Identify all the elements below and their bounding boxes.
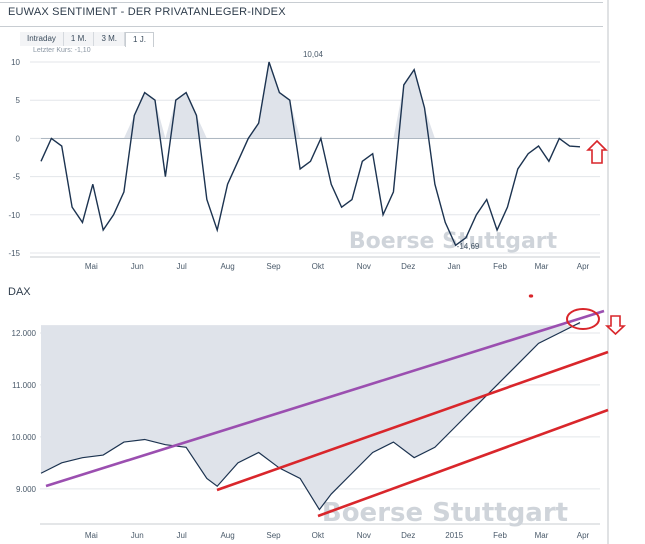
sentiment-title: EUWAX SENTIMENT - DER PRIVATANLEGER-INDE… xyxy=(8,6,286,18)
sentiment-y-tick: -5 xyxy=(13,173,21,182)
dax-x-tick: Apr xyxy=(577,531,590,540)
right-divider xyxy=(607,0,609,544)
dax-marker-dot xyxy=(528,294,534,298)
sentiment-x-tick: Mar xyxy=(535,262,549,271)
sentiment-y-tick: -15 xyxy=(8,249,20,258)
dax-watermark: Boerse Stuttgart xyxy=(322,498,568,528)
top-border xyxy=(0,2,603,3)
sentiment-up-arrow-icon xyxy=(586,139,608,164)
title-border xyxy=(0,26,603,27)
tab-3-months[interactable]: 3 M. xyxy=(94,32,126,46)
dax-x-tick: Nov xyxy=(357,531,371,540)
dax-x-tick: 2015 xyxy=(445,531,463,540)
sentiment-x-tick: Jan xyxy=(448,262,461,271)
sentiment-x-tick: Apr xyxy=(577,262,590,271)
sentiment-peak-label: 10,04 xyxy=(303,50,324,59)
dax-y-tick: 11.000 xyxy=(12,381,36,390)
dax-x-tick: Dez xyxy=(401,531,415,540)
dax-y-tick: 12.000 xyxy=(12,329,37,338)
dax-area-fill xyxy=(41,322,580,510)
sentiment-y-tick: 5 xyxy=(16,96,21,105)
dax-highlight-circle xyxy=(566,308,600,330)
dax-upper-trendline xyxy=(45,309,605,488)
last-price-label: Letzter Kurs: -1,10 xyxy=(33,47,91,54)
dax-x-tick: Sep xyxy=(266,531,281,540)
dax-lower-trendline xyxy=(317,408,609,518)
sentiment-y-tick: 10 xyxy=(11,58,20,67)
sentiment-x-tick: Mai xyxy=(85,262,98,271)
sentiment-x-tick: Aug xyxy=(220,262,234,271)
dax-x-tick: Feb xyxy=(493,531,507,540)
sentiment-y-tick: -10 xyxy=(8,211,20,220)
dax-x-tick: Okt xyxy=(312,531,325,540)
sentiment-x-tick: Nov xyxy=(357,262,371,271)
dax-x-tick: Jul xyxy=(177,531,187,540)
tab-1-month[interactable]: 1 M. xyxy=(63,32,95,46)
sentiment-x-tick: Okt xyxy=(312,262,325,271)
sentiment-series-line xyxy=(40,61,581,247)
sentiment-gridlines xyxy=(30,61,600,254)
dax-y-tick: 9.000 xyxy=(16,485,37,494)
tab-1-year[interactable]: 1 J. xyxy=(125,32,154,47)
dax-title: DAX xyxy=(8,286,31,298)
sentiment-x-tick: Jun xyxy=(131,262,144,271)
dax-y-tick: 10.000 xyxy=(12,433,37,442)
sentiment-trough-label: -14,69 xyxy=(457,242,480,251)
timeframe-tabs: Intraday 1 M. 3 M. 1 J. xyxy=(20,32,154,47)
tab-intraday[interactable]: Intraday xyxy=(20,32,64,46)
sentiment-x-tick: Dez xyxy=(401,262,415,271)
sentiment-x-tick: Jul xyxy=(177,262,187,271)
dax-down-arrow-icon xyxy=(604,315,627,336)
sentiment-y-tick: 0 xyxy=(16,134,21,143)
sentiment-x-tick: Feb xyxy=(493,262,507,271)
dax-x-tick: Mar xyxy=(535,531,549,540)
sentiment-positive-fill xyxy=(41,62,580,139)
dax-middle-trendline xyxy=(216,350,609,492)
dax-x-tick: Jun xyxy=(131,531,144,540)
dax-x-tick: Aug xyxy=(220,531,234,540)
dax-x-tick: Mai xyxy=(85,531,98,540)
sentiment-x-tick: Sep xyxy=(266,262,281,271)
